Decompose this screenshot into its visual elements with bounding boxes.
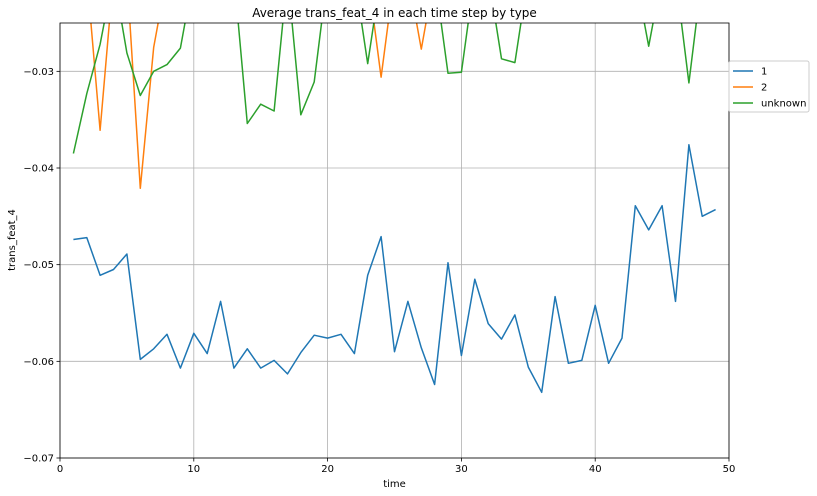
legend-frame bbox=[728, 60, 810, 113]
x-tick-label: 0 bbox=[57, 464, 63, 475]
grid-lines bbox=[59, 23, 730, 459]
chart-title: Average trans_feat_4 in each time step b… bbox=[252, 6, 537, 20]
y-tick-label: −0.04 bbox=[23, 164, 54, 175]
plot-area bbox=[60, 23, 729, 458]
x-tick-label: 20 bbox=[321, 464, 334, 475]
x-tick-label: 10 bbox=[187, 464, 200, 475]
y-axis-label: trans_feat_4 bbox=[7, 209, 18, 271]
y-tick-label: −0.06 bbox=[23, 357, 54, 368]
legend-label-2: 2 bbox=[761, 83, 767, 94]
legend: 1 2 unknown bbox=[728, 60, 810, 113]
x-tick-label: 40 bbox=[589, 464, 602, 475]
y-tick-label: −0.07 bbox=[23, 454, 54, 465]
x-axis-label: time bbox=[383, 479, 406, 490]
axis-ticks: 0 10 20 30 40 50 −0.07 −0.06 −0.05 −0.04 −0.03 bbox=[23, 67, 735, 475]
legend-label-1: 1 bbox=[761, 67, 767, 78]
series-lines bbox=[72, 23, 716, 394]
y-tick-label: −0.03 bbox=[23, 67, 54, 78]
y-tick-label: −0.05 bbox=[23, 260, 54, 271]
series-line-1 bbox=[73, 144, 716, 394]
plot-frame bbox=[59, 22, 730, 459]
legend-label-unknown: unknown bbox=[761, 99, 806, 110]
series-line-unknown bbox=[72, 23, 698, 154]
x-tick-label: 50 bbox=[723, 464, 736, 475]
x-tick-label: 30 bbox=[455, 464, 468, 475]
